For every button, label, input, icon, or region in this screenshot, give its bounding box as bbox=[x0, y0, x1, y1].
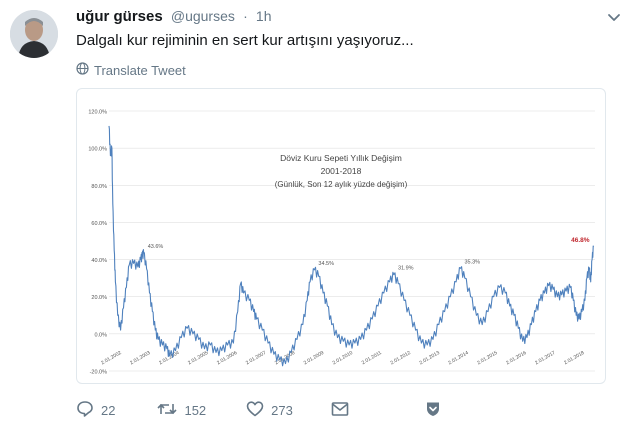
avatar[interactable] bbox=[10, 10, 58, 58]
chart-title: Döviz Kuru Sepeti Yıllık Değişim bbox=[280, 153, 402, 163]
x-tick-label: 2.01.2018 bbox=[563, 350, 585, 366]
y-tick-label: 20.0% bbox=[91, 295, 107, 301]
translate-tweet-link[interactable]: Translate Tweet bbox=[76, 62, 186, 78]
chart: 120.0% 100.0% 80.0% 60.0% 40.0% 20.0% 0.0% -20.… bbox=[88, 110, 595, 376]
reply-count: 22 bbox=[101, 402, 116, 418]
tweet-actions: 22 152 273 bbox=[76, 400, 449, 420]
y-tick-label: 120.0% bbox=[88, 110, 107, 116]
y-tick-label: 40.0% bbox=[91, 258, 107, 264]
tweet-text: Dalgalı kur rejiminin en sert kur artışı… bbox=[76, 32, 414, 49]
x-tick-label: 2.01.2015 bbox=[476, 350, 498, 366]
y-tick-label: 80.0% bbox=[91, 184, 107, 190]
globe-icon bbox=[76, 62, 94, 78]
x-tick-label: 2.01.2005 bbox=[187, 350, 209, 366]
chevron-down-icon[interactable] bbox=[604, 10, 624, 26]
chart-subtitle: 2001-2018 bbox=[321, 166, 362, 176]
y-tick-label: -20.0% bbox=[90, 370, 108, 376]
author-handle[interactable]: @ugurses bbox=[170, 8, 235, 24]
x-tick-label: 2.01.2010 bbox=[332, 350, 354, 366]
y-tick-label: 60.0% bbox=[91, 221, 107, 227]
tweet-media-chart[interactable]: 120.0% 100.0% 80.0% 60.0% 40.0% 20.0% 0.0% -20.… bbox=[76, 88, 606, 384]
x-tick-label: 2.01.2013 bbox=[418, 350, 440, 366]
translate-label: Translate Tweet bbox=[94, 62, 186, 78]
x-tick-label: 2.01.2002 bbox=[100, 350, 122, 366]
data-label: 43.6% bbox=[148, 244, 164, 250]
y-tick-label: 100.0% bbox=[88, 147, 107, 153]
series-line bbox=[108, 125, 595, 367]
data-label: 34.5% bbox=[318, 261, 334, 267]
save-button[interactable] bbox=[424, 400, 449, 421]
retweet-count: 152 bbox=[184, 402, 207, 418]
envelope-icon bbox=[331, 401, 356, 420]
y-tick-label: 0.0% bbox=[94, 332, 107, 338]
reply-button[interactable]: 22 bbox=[76, 400, 115, 421]
data-label: 35.3% bbox=[464, 259, 480, 265]
retweet-button[interactable]: 152 bbox=[157, 400, 206, 421]
data-label: 46.8% bbox=[571, 237, 590, 244]
chart-note: (Günlük, Son 12 aylık yüzde değişim) bbox=[275, 180, 408, 189]
x-tick-label: 2.01.2011 bbox=[361, 350, 383, 366]
bookmark-shield-icon bbox=[424, 400, 449, 421]
reply-icon bbox=[76, 400, 101, 421]
retweet-icon bbox=[157, 400, 184, 421]
x-tick-label: 2.01.2003 bbox=[129, 350, 151, 366]
tweet-timestamp[interactable]: 1h bbox=[255, 8, 272, 24]
separator-dot: · bbox=[243, 8, 248, 24]
tweet-header: uğur gürses @ugurses · 1h bbox=[76, 8, 271, 25]
heart-icon bbox=[246, 400, 271, 421]
like-button[interactable]: 273 bbox=[246, 400, 293, 421]
x-tick-label: 2.01.2007 bbox=[245, 350, 267, 366]
data-label: 31.9% bbox=[398, 266, 414, 272]
x-tick-label: 2.01.2014 bbox=[447, 350, 469, 366]
x-tick-label: 2.01.2017 bbox=[534, 350, 556, 366]
x-tick-label: 2.01.2016 bbox=[505, 350, 527, 366]
direct-message-button[interactable] bbox=[331, 401, 356, 420]
author-name[interactable]: uğur gürses bbox=[76, 8, 163, 25]
like-count: 273 bbox=[271, 402, 293, 418]
x-tick-label: 2.01.2009 bbox=[303, 350, 325, 366]
x-tick-label: 2.01.2012 bbox=[390, 350, 412, 366]
